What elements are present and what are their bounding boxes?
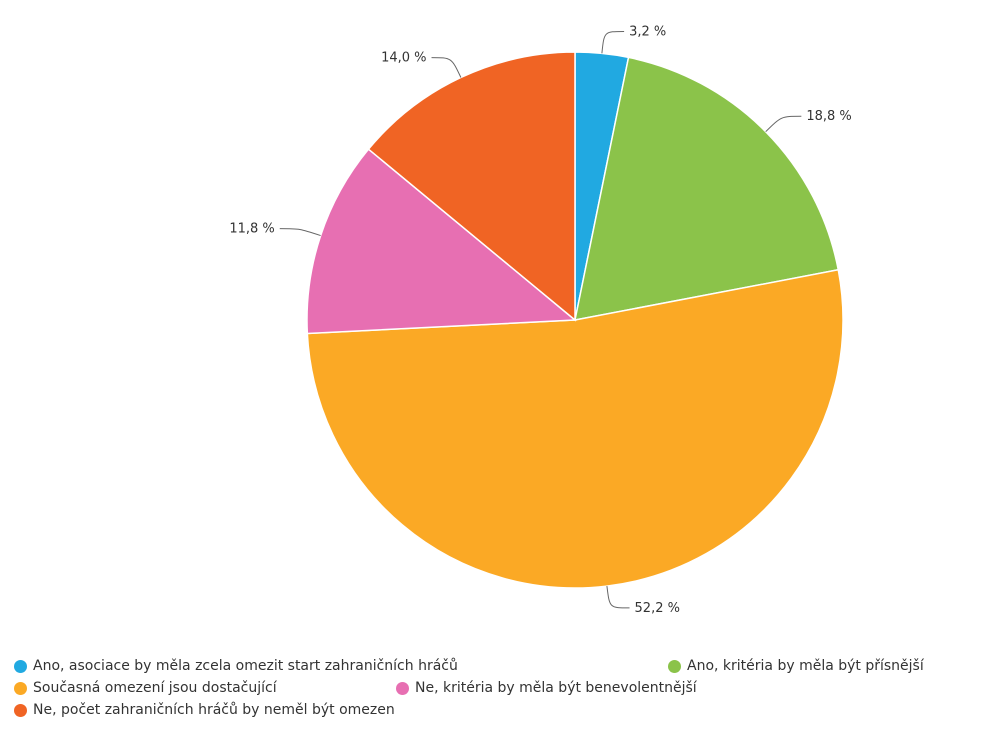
pie-chart: 3,2 % 18,8 % 52,2 % 11,8 % 14,0 % [229,24,851,615]
legend-item-benevolentnejsi[interactable]: Ne, kritéria by měla být benevolentnější [396,677,697,699]
legend-item-ano-omezit[interactable]: Ano, asociace by měla zcela omezit start… [14,655,458,677]
pie-slice[interactable] [306,148,577,335]
legend-label: Ne, kritéria by měla být benevolentnější [415,680,697,696]
pie-slice[interactable] [574,56,840,321]
legend-marker-icon [396,681,409,695]
leader-line [606,586,630,609]
slice-value-label: 11,8 % [229,222,274,237]
slice-value-label: 3,2 % [629,24,666,39]
legend-item-dostacujici[interactable]: Současná omezení jsou dostačující [14,677,277,699]
legend-label: Ano, asociace by měla zcela omezit start… [33,658,458,674]
chart-legend: Ano, asociace by měla zcela omezit start… [14,655,989,747]
slice-value-label: 14,0 % [381,51,426,66]
leader-line [601,30,625,54]
legend-label: Současná omezení jsou dostačující [33,680,277,696]
leader-lines [279,30,802,609]
legend-label: Ne, počet zahraničních hráčů by neměl bý… [33,702,395,718]
leader-line [431,57,462,78]
leader-line [279,228,321,237]
leader-line [765,115,802,133]
pie-slices [306,51,844,589]
legend-item-neomezen[interactable]: Ne, počet zahraničních hráčů by neměl bý… [14,699,395,721]
legend-marker-icon [14,659,27,673]
legend-marker-icon [668,659,681,673]
legend-item-ano-prisnejsi[interactable]: Ano, kritéria by měla být přísnější [668,655,924,677]
legend-marker-icon [14,681,27,695]
slice-value-label: 18,8 % [806,109,851,124]
slice-value-label: 52,2 % [635,601,680,616]
pie-slice[interactable] [306,268,844,589]
legend-marker-icon [14,703,27,717]
legend-label: Ano, kritéria by měla být přísnější [687,658,924,674]
slice-labels: 3,2 % 18,8 % 52,2 % 11,8 % 14,0 % [229,24,851,615]
